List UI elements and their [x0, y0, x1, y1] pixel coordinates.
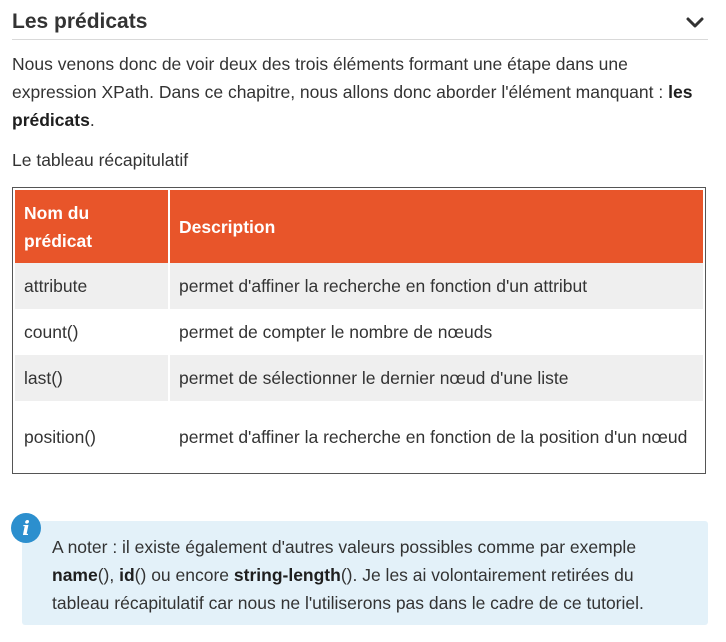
predicate-name-cell: count()	[15, 309, 170, 355]
note-paren-1: (),	[97, 565, 120, 585]
description-cell: permet de sélectionner le dernier nœud d…	[170, 355, 703, 401]
description-cell: permet d'affiner la recherche en fonctio…	[170, 401, 703, 473]
note-text-2: ou encore	[146, 565, 234, 585]
note-box	[22, 521, 708, 625]
description-cell: permet d'affiner la recherche en fonctio…	[170, 263, 703, 309]
note-code-string-length: string-length	[233, 565, 341, 585]
chevron-down-icon[interactable]	[684, 12, 706, 34]
intro-paragraph: Nous venons donc de voir deux des trois …	[12, 50, 712, 134]
table-header-row: Nom du prédicat Description	[15, 190, 703, 263]
intro-text-1: Nous venons donc de voir deux des trois …	[12, 54, 669, 102]
note-text-1: A noter : il existe également d'autres v…	[52, 537, 637, 557]
table-row: attribute permet d'affiner la recherche …	[15, 263, 703, 309]
note-text: A noter : il existe également d'autres v…	[52, 533, 692, 617]
description-cell: permet de compter le nombre de nœuds	[170, 309, 703, 355]
table-caption: Le tableau récapitulatif	[12, 150, 189, 170]
note-text-3: . Je les ai volontairement retirées du t…	[52, 565, 644, 613]
table-row: last() permet de sélectionner le dernier…	[15, 355, 703, 401]
intro-bold: les prédicats	[12, 82, 693, 130]
table-row: position() permet d'affiner la recherche…	[15, 401, 703, 473]
note-paren-2: ()	[134, 565, 147, 585]
section-title: Les prédicats	[12, 10, 148, 33]
table-row: count() permet de compter le nombre de n…	[15, 309, 703, 355]
note-code-id: id	[119, 565, 135, 585]
header-predicate-name: Nom du prédicat	[15, 190, 170, 263]
header-description: Description	[170, 190, 703, 263]
summary-table: Nom du prédicat Description attribute pe…	[12, 187, 706, 474]
predicate-name-cell: position()	[15, 401, 170, 473]
info-icon: i	[11, 513, 41, 543]
predicate-name-cell: last()	[15, 355, 170, 401]
predicate-name-cell: attribute	[15, 263, 170, 309]
intro-text-2: .	[89, 110, 95, 130]
note-paren-3: ()	[340, 565, 353, 585]
section-header[interactable]: Les prédicats	[12, 6, 708, 40]
note-code-name: name	[52, 565, 98, 585]
